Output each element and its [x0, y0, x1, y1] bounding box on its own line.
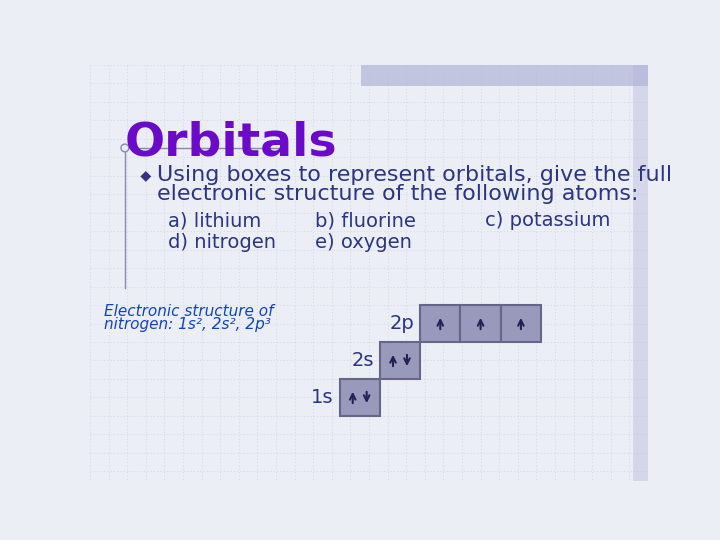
Text: Using boxes to represent orbitals, give the full: Using boxes to represent orbitals, give … — [157, 165, 672, 185]
Text: 2p: 2p — [390, 314, 414, 333]
Text: e) oxygen: e) oxygen — [315, 233, 412, 252]
Text: Electronic structure of: Electronic structure of — [104, 303, 274, 319]
Text: nitrogen: 1s², 2s², 2p³: nitrogen: 1s², 2s², 2p³ — [104, 318, 271, 332]
Text: b) fluorine: b) fluorine — [315, 211, 415, 230]
Bar — [340, 379, 380, 416]
Text: d) nitrogen: d) nitrogen — [168, 233, 276, 252]
Circle shape — [121, 144, 129, 152]
Text: Orbitals: Orbitals — [125, 120, 338, 165]
Polygon shape — [140, 171, 151, 182]
Text: c) potassium: c) potassium — [485, 211, 611, 230]
Bar — [420, 305, 461, 342]
Bar — [361, 65, 648, 86]
Text: a) lithium: a) lithium — [168, 211, 261, 230]
Bar — [500, 305, 541, 342]
Bar — [632, 65, 648, 481]
Bar — [380, 342, 420, 379]
Text: 2s: 2s — [351, 351, 374, 370]
Bar — [461, 305, 500, 342]
Text: electronic structure of the following atoms:: electronic structure of the following at… — [157, 184, 638, 204]
Text: 1s: 1s — [311, 388, 333, 407]
